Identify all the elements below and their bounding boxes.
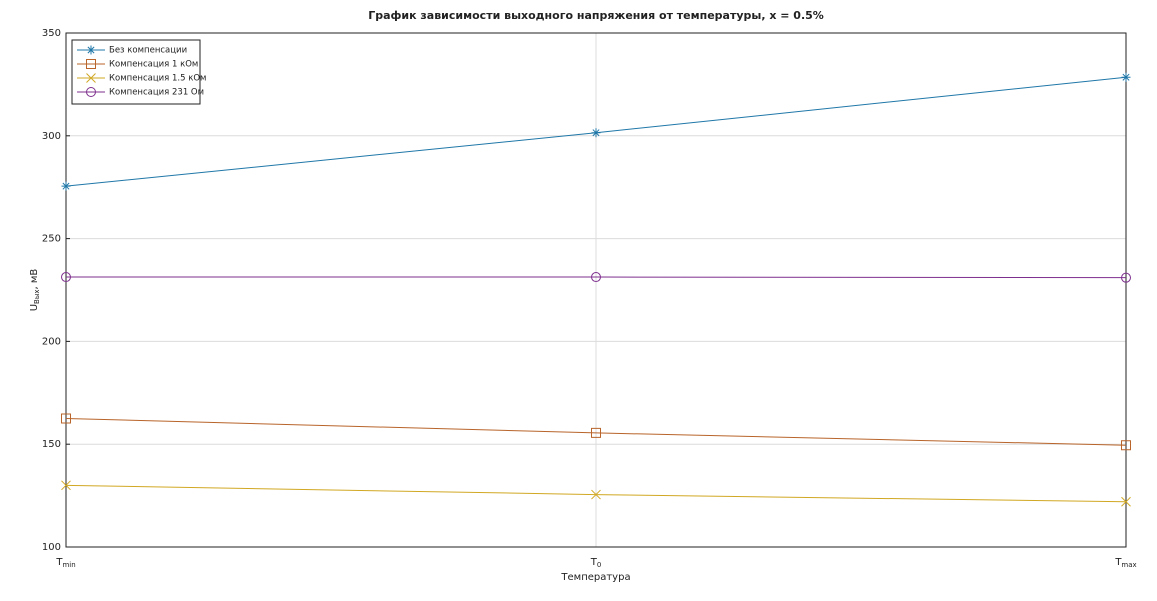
y-tick-label: 250 bbox=[42, 234, 61, 245]
y-tick-label: 300 bbox=[42, 131, 61, 142]
marker bbox=[1121, 72, 1131, 82]
marker bbox=[1120, 272, 1132, 283]
legend-label: Без компенсации bbox=[109, 46, 187, 56]
plot-frame bbox=[65, 32, 1127, 548]
legend-label: Компенсация 1.5 кОм bbox=[109, 74, 206, 84]
x-tick-label: T0 bbox=[590, 557, 602, 569]
y-tick-label: 200 bbox=[42, 336, 61, 347]
x-tick-main: T bbox=[1114, 557, 1122, 568]
y-label-main: U bbox=[29, 304, 40, 311]
marker bbox=[591, 489, 601, 500]
marker bbox=[86, 73, 96, 83]
marker bbox=[60, 272, 72, 283]
marker bbox=[85, 87, 97, 97]
y-tick-label: 100 bbox=[42, 542, 61, 553]
marker bbox=[1121, 440, 1131, 451]
y-label-rest: , мВ bbox=[29, 269, 40, 290]
marker bbox=[61, 413, 71, 424]
marker bbox=[61, 480, 71, 491]
legend-label: Компенсация 1 кОм bbox=[109, 60, 198, 70]
marker bbox=[86, 45, 96, 55]
y-tick-label: 150 bbox=[42, 439, 61, 450]
y-label-sub: Вых bbox=[33, 289, 41, 303]
chart-title: График зависимости выходного напряжения … bbox=[368, 9, 824, 22]
marker bbox=[61, 181, 71, 191]
marker bbox=[591, 128, 601, 138]
x-tick-main: T bbox=[590, 557, 598, 568]
marker bbox=[86, 59, 96, 69]
series-line bbox=[65, 418, 1127, 446]
marker bbox=[1121, 496, 1131, 507]
y-axis-label: UВых, мВ bbox=[29, 269, 41, 312]
x-tick-main: T bbox=[55, 557, 63, 568]
x-tick-label: Tmin bbox=[55, 557, 75, 569]
legend-label: Компенсация 231 Ом bbox=[109, 88, 204, 98]
y-tick-label: 350 bbox=[42, 28, 61, 39]
series-line bbox=[66, 276, 1127, 279]
x-axis-label: Температура bbox=[560, 572, 630, 583]
marker bbox=[590, 272, 602, 283]
x-tick-sub: 0 bbox=[597, 561, 601, 569]
marker bbox=[591, 427, 601, 438]
x-tick-label: Tmax bbox=[1114, 557, 1136, 569]
x-tick-sub: min bbox=[62, 561, 75, 569]
x-tick-sub: max bbox=[1121, 561, 1136, 569]
legend-box bbox=[71, 39, 201, 105]
